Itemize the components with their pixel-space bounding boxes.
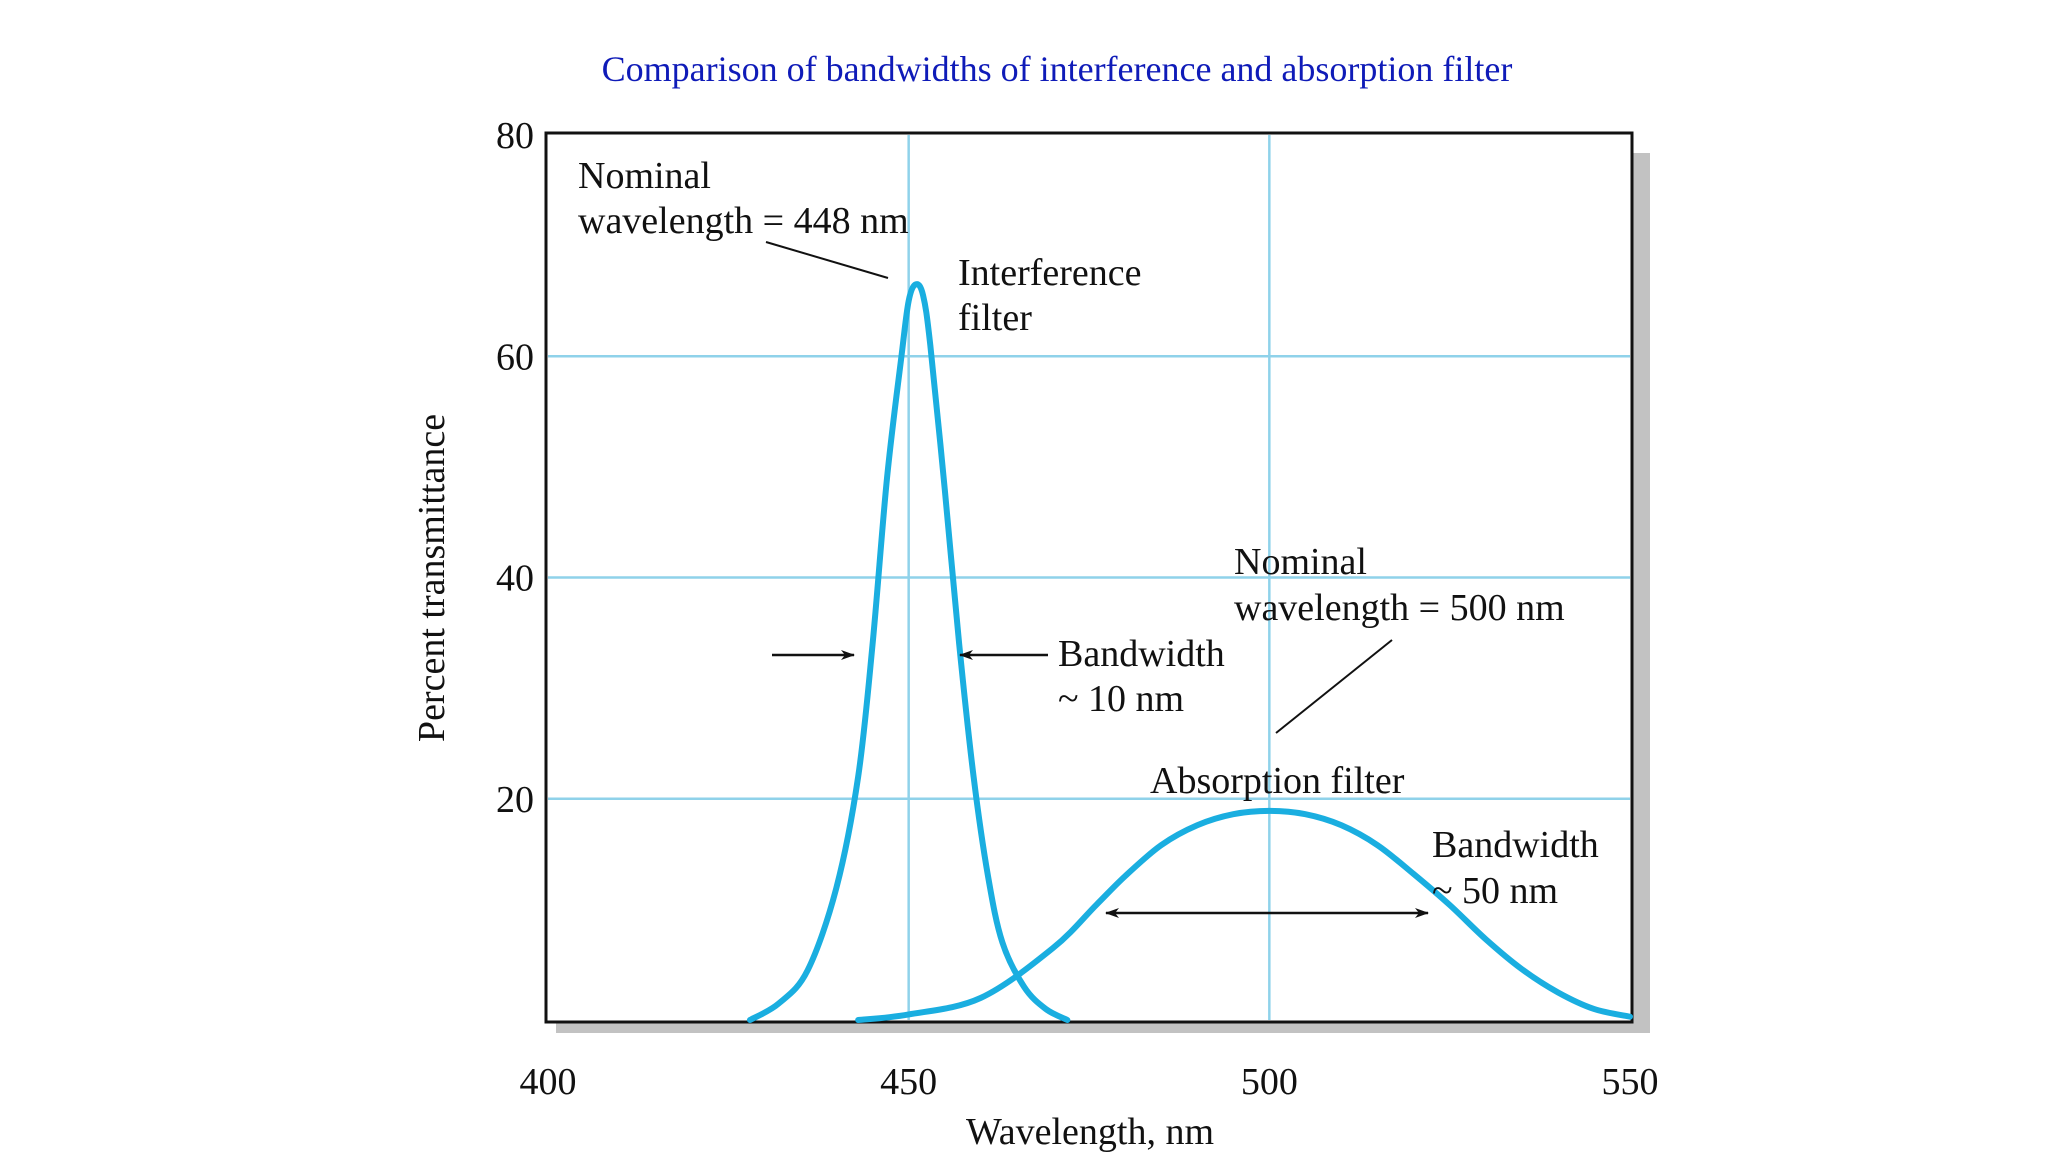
y-tick-label-20: 20 bbox=[496, 779, 534, 821]
interference-bandwidth-line1: Bandwidth bbox=[1058, 633, 1225, 675]
absorption-bandwidth-line1: Bandwidth bbox=[1432, 824, 1599, 866]
x-tick-label-400: 400 bbox=[520, 1061, 577, 1103]
absorption-nominal-line1: Nominal bbox=[1234, 541, 1367, 583]
absorption-bandwidth-line2: ~ 50 nm bbox=[1432, 870, 1558, 912]
interference-filter-line1: Interference bbox=[958, 252, 1142, 294]
interference-nominal-line1: Nominal bbox=[578, 155, 711, 197]
interference-bandwidth-label: Bandwidth ~ 10 nm bbox=[1058, 633, 1234, 720]
absorption-nominal-label: Nominal wavelength = 500 nm bbox=[1234, 541, 1565, 629]
tick-labels: 400 450 500 550 20 40 60 80 bbox=[496, 115, 1659, 1103]
chart-title: Comparison of bandwidths of interference… bbox=[601, 49, 1513, 89]
absorption-nominal-leader bbox=[1275, 639, 1393, 734]
interference-nominal-leader bbox=[765, 241, 889, 279]
y-tick-label-60: 60 bbox=[496, 336, 534, 378]
x-tick-label-450: 450 bbox=[880, 1061, 937, 1103]
absorption-nominal-line2: wavelength = 500 nm bbox=[1234, 587, 1565, 629]
series-layer bbox=[746, 281, 1633, 1023]
interference-nominal-label: Nominal wavelength = 448 nm bbox=[578, 155, 909, 242]
y-axis-title: Percent transmittance bbox=[411, 414, 453, 742]
x-tick-label-500: 500 bbox=[1241, 1061, 1298, 1103]
interference-bandwidth-line2: ~ 10 nm bbox=[1058, 678, 1184, 720]
x-axis-title: Wavelength, nm bbox=[966, 1111, 1214, 1152]
interference-filter-curve bbox=[746, 281, 1071, 1023]
interference-filter-line2: filter bbox=[958, 297, 1032, 339]
absorption-bandwidth-label: Bandwidth ~ 50 nm bbox=[1432, 824, 1608, 912]
interference-nominal-line2: wavelength = 448 nm bbox=[578, 200, 909, 242]
x-tick-label-550: 550 bbox=[1602, 1061, 1659, 1103]
absorption-filter-curve bbox=[855, 807, 1633, 1023]
absorption-filter-label: Absorption filter bbox=[1150, 760, 1405, 802]
interference-filter-label: Interference filter bbox=[958, 252, 1151, 339]
grid bbox=[548, 135, 1630, 1020]
y-tick-label-80: 80 bbox=[496, 115, 534, 157]
y-tick-label-40: 40 bbox=[496, 558, 534, 600]
